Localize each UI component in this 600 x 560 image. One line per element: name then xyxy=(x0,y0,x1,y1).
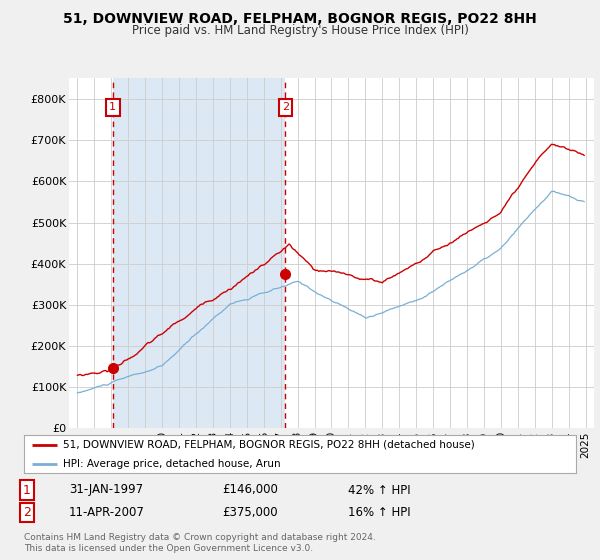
Text: 11-APR-2007: 11-APR-2007 xyxy=(69,506,145,519)
Text: 42% ↑ HPI: 42% ↑ HPI xyxy=(348,483,410,497)
Text: 1: 1 xyxy=(109,102,116,112)
Text: 31-JAN-1997: 31-JAN-1997 xyxy=(69,483,143,497)
Text: 1: 1 xyxy=(23,483,31,497)
Text: 16% ↑ HPI: 16% ↑ HPI xyxy=(348,506,410,519)
Text: 2: 2 xyxy=(282,102,289,112)
Text: Contains HM Land Registry data © Crown copyright and database right 2024.
This d: Contains HM Land Registry data © Crown c… xyxy=(24,533,376,553)
Bar xyxy=(113,78,286,428)
Text: 51, DOWNVIEW ROAD, FELPHAM, BOGNOR REGIS, PO22 8HH (detached house): 51, DOWNVIEW ROAD, FELPHAM, BOGNOR REGIS… xyxy=(62,440,475,450)
Text: 51, DOWNVIEW ROAD, FELPHAM, BOGNOR REGIS, PO22 8HH: 51, DOWNVIEW ROAD, FELPHAM, BOGNOR REGIS… xyxy=(63,12,537,26)
Text: £375,000: £375,000 xyxy=(222,506,278,519)
Text: £146,000: £146,000 xyxy=(222,483,278,497)
Text: 2: 2 xyxy=(23,506,31,519)
Text: Price paid vs. HM Land Registry's House Price Index (HPI): Price paid vs. HM Land Registry's House … xyxy=(131,24,469,36)
Text: HPI: Average price, detached house, Arun: HPI: Average price, detached house, Arun xyxy=(62,459,280,469)
